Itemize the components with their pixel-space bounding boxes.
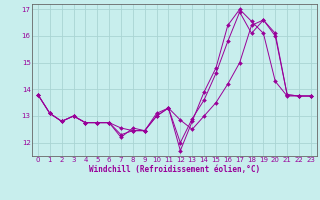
X-axis label: Windchill (Refroidissement éolien,°C): Windchill (Refroidissement éolien,°C): [89, 165, 260, 174]
